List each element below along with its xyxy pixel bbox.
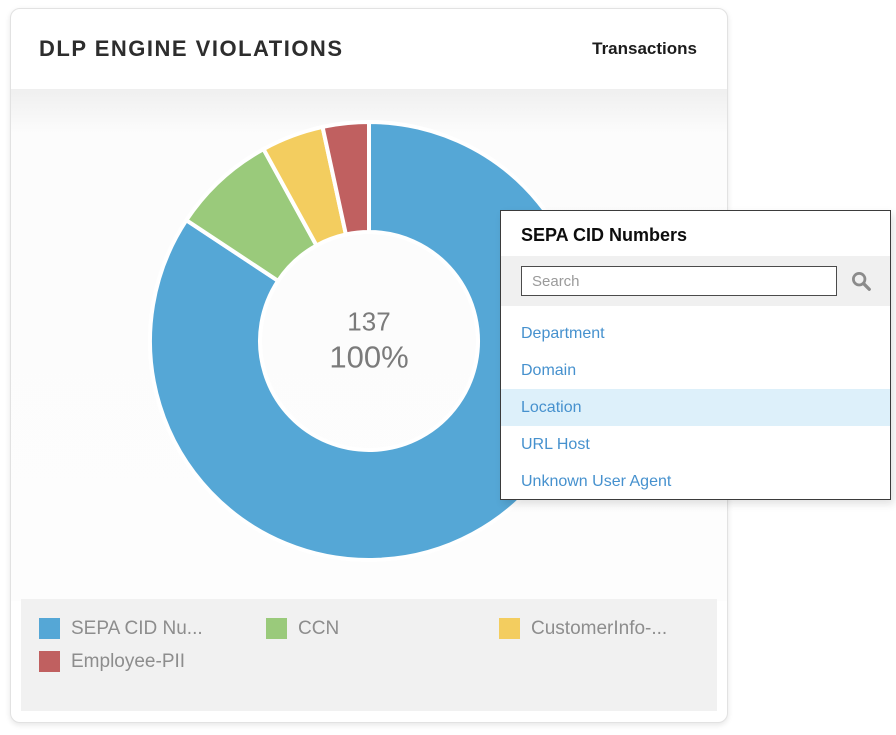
legend-swatch-employee-pii [39, 651, 60, 672]
legend-label-ccn: CCN [298, 617, 340, 639]
popup-search-band [501, 256, 890, 306]
legend-label-employee-pii: Employee-PII [71, 650, 186, 672]
search-input[interactable] [521, 266, 837, 296]
popup-item-department[interactable]: Department [521, 325, 605, 342]
popup-item-unknown-user-agent[interactable]: Unknown User Agent [521, 473, 672, 490]
legend-swatch-sepa-cid [39, 618, 60, 639]
legend-item-employee-pii[interactable]: Employee-PII [39, 651, 266, 672]
popup-title: SEPA CID Numbers [521, 225, 688, 245]
card-title: DLP ENGINE VIOLATIONS [39, 36, 344, 61]
card-header: DLP ENGINE VIOLATIONS Transactions [11, 9, 727, 89]
donut-segment-employee-pii[interactable] [320, 119, 371, 237]
legend-label-sepa-cid: SEPA CID Nu... [71, 617, 203, 639]
popup-item-domain[interactable]: Domain [521, 362, 577, 379]
legend-swatch-customerinfo [499, 618, 520, 639]
transactions-toggle[interactable]: Transactions [592, 39, 697, 58]
legend-item-sepa-cid[interactable]: SEPA CID Nu... [39, 618, 266, 639]
legend-item-ccn[interactable]: CCN [266, 618, 499, 639]
drilldown-popup: SEPA CID Numbers Department Domain Locat… [500, 210, 891, 500]
legend-label-customerinfo: CustomerInfo-... [531, 617, 668, 639]
donut-chart [148, 119, 590, 562]
legend-swatch-ccn [266, 618, 287, 639]
search-icon[interactable] [850, 270, 872, 292]
legend-item-customerinfo[interactable]: CustomerInfo-... [499, 618, 707, 639]
popup-item-location[interactable]: Location [501, 389, 890, 426]
popup-item-url-host[interactable]: URL Host [521, 436, 590, 453]
chart-legend: SEPA CID Nu... CCN CustomerInfo-... Empl… [21, 599, 717, 711]
popup-item-list: Department Domain Location URL Host Unkn… [501, 306, 890, 500]
